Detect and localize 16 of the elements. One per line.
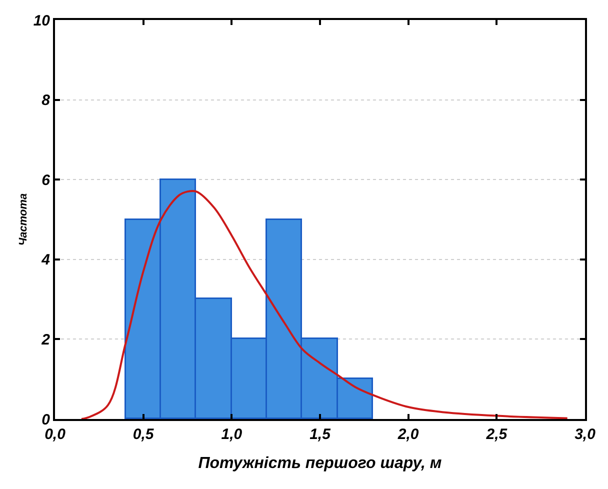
x-tick-label: 2,0: [396, 426, 420, 443]
x-tick-label: 3,0: [574, 426, 596, 443]
y-tick-label: 10: [33, 12, 51, 30]
y-tick-label: 2: [40, 331, 51, 348]
y-axis-title: Частота: [17, 193, 30, 246]
line-series: [80, 190, 568, 419]
x-axis-title: Потужність першого шару, м: [198, 455, 442, 472]
x-tick-label: 1,5: [310, 426, 332, 443]
x-tick-label: 2,5: [485, 426, 508, 443]
y-tick-label: 0: [42, 411, 51, 428]
x-tick-label: 0,5: [132, 426, 154, 443]
y-tick-label: 6: [42, 172, 51, 189]
y-tick-label: 8: [42, 92, 51, 110]
x-tick-label: 0,0: [44, 426, 66, 443]
y-tick-label: 4: [40, 252, 51, 269]
x-tick-label: 1,0: [221, 426, 243, 443]
